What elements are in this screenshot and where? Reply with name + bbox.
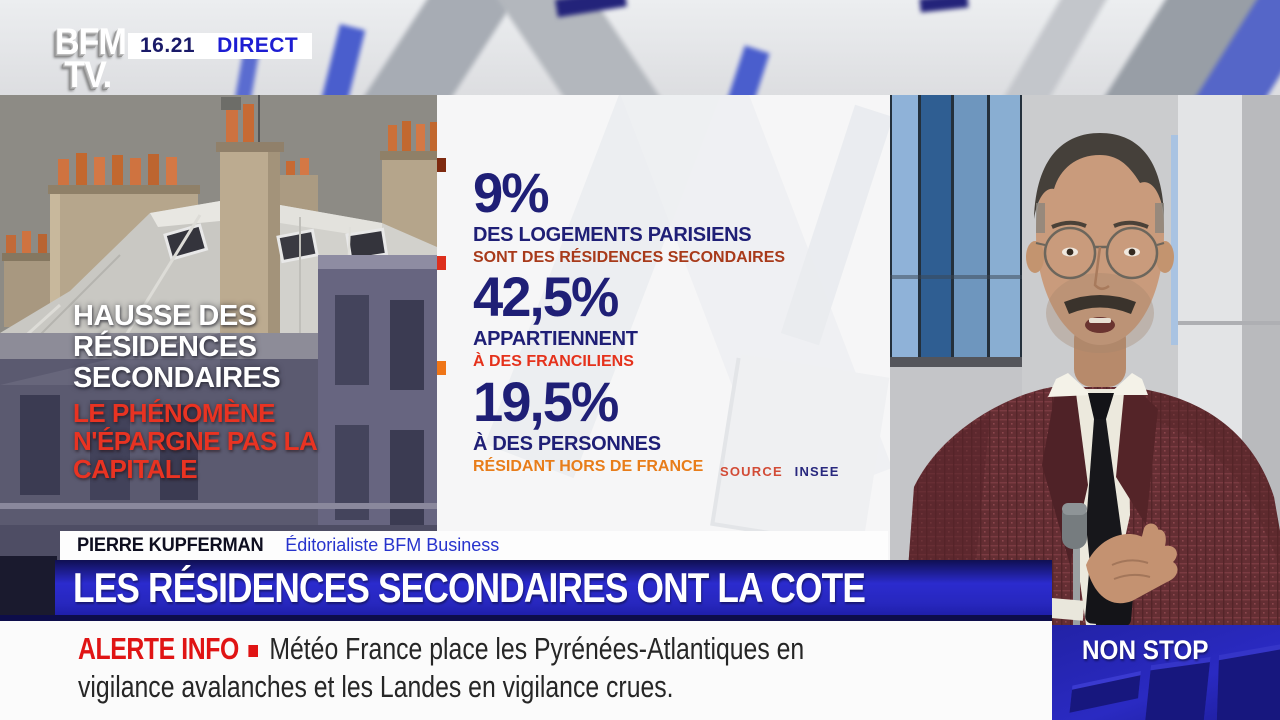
stat-line1: À DES PERSONNES bbox=[473, 433, 661, 455]
story-subtitle-line: CAPITALE bbox=[73, 454, 198, 484]
story-title-line: HAUSSE DES bbox=[73, 300, 257, 332]
story-subtitle: LE PHÉNOMÈNE N'ÉPARGNE PAS LA CAPITALE bbox=[73, 398, 318, 484]
source-label: SOURCE bbox=[720, 464, 783, 479]
stat-bullet-icon bbox=[437, 158, 446, 172]
stat-line2: RÉSIDANT HORS DE FRANCE bbox=[473, 458, 704, 475]
nonstop-label: NON STOP bbox=[1082, 635, 1209, 665]
logo-line2: TV. bbox=[64, 53, 112, 95]
speaker-caption: PIERRE KUPFERMAN Éditorialiste BFM Busin… bbox=[60, 531, 888, 560]
stat-line2: À DES FRANCILIENS bbox=[473, 353, 634, 370]
live-badge: DIRECT bbox=[217, 34, 299, 57]
speaker-role: Éditorialiste BFM Business bbox=[285, 535, 500, 555]
stat-value: 19,5% bbox=[473, 370, 619, 433]
ticker-line2: vigilance avalanches et les Landes en vi… bbox=[78, 669, 674, 704]
stat-block: 19,5% À DES PERSONNES RÉSIDANT HORS DE F… bbox=[473, 374, 703, 476]
guest-video bbox=[890, 95, 1280, 625]
stat-block: 9% DES LOGEMENTS PARISIENS SONT DES RÉSI… bbox=[473, 165, 785, 267]
clock-time: 16.21 bbox=[140, 34, 196, 57]
ticker-line1: Météo France place les Pyrénées-Atlantiq… bbox=[269, 631, 805, 666]
stat-bullet-icon bbox=[437, 256, 446, 270]
story-title-line: RÉSIDENCES bbox=[73, 331, 257, 363]
stat-line2: SONT DES RÉSIDENCES SECONDAIRES bbox=[473, 249, 786, 266]
bg-stripe bbox=[320, 24, 366, 98]
ticker-text: ALERTE INFO Météo France place les Pyréné… bbox=[78, 630, 1054, 706]
stat-line1: DES LOGEMENTS PARISIENS bbox=[473, 224, 752, 246]
alert-bullet-icon bbox=[248, 645, 259, 657]
bg-stripe bbox=[726, 45, 770, 98]
story-subtitle-line: N'ÉPARGNE PAS LA bbox=[73, 426, 318, 456]
rooftops-illustration bbox=[0, 95, 437, 562]
stat-line1: APPARTIENNENT bbox=[473, 328, 638, 350]
story-title-line: SECONDAIRES bbox=[73, 362, 281, 394]
bg-stripe bbox=[341, 0, 529, 98]
source-attribution: SOURCE INSEE bbox=[720, 464, 840, 479]
stat-block: 42,5% APPARTIENNENT À DES FRANCILIENS bbox=[473, 269, 638, 371]
banner-underline bbox=[0, 615, 1052, 621]
story-subtitle-line: LE PHÉNOMÈNE bbox=[73, 398, 276, 428]
headline-banner: LES RÉSIDENCES SECONDAIRES ONT LA COTE bbox=[55, 560, 1052, 616]
bg-stripe bbox=[479, 0, 681, 98]
alert-label: ALERTE INFO bbox=[78, 631, 239, 666]
nonstop-badge: NON STOP bbox=[1052, 625, 1280, 720]
paris-rooftops-photo: HAUSSE DES RÉSIDENCES SECONDAIRES LE PHÉ… bbox=[0, 95, 437, 562]
logo-line1: BFM bbox=[55, 21, 127, 62]
banner-left-gap bbox=[0, 556, 57, 618]
bg-stripe bbox=[919, 0, 969, 13]
nonstop-bg-letter bbox=[1216, 648, 1280, 720]
watermark-shape bbox=[714, 354, 890, 546]
headline-text: LES RÉSIDENCES SECONDAIRES ONT LA COTE bbox=[73, 564, 866, 611]
stat-bullet-icon bbox=[437, 361, 446, 375]
stat-value: 9% bbox=[473, 161, 550, 224]
bfmtv-logo: BFM TV. bbox=[55, 21, 127, 95]
guest-illustration bbox=[890, 95, 1280, 625]
nonstop-bg-letter bbox=[1144, 662, 1210, 720]
source-value: INSEE bbox=[794, 464, 840, 479]
speaker-name: PIERRE KUPFERMAN bbox=[77, 534, 264, 556]
time-direct-bar: 16.21 DIRECT bbox=[128, 33, 313, 59]
statistics-panel: 9% DES LOGEMENTS PARISIENS SONT DES RÉSI… bbox=[437, 95, 890, 562]
bg-stripe bbox=[1002, 0, 1118, 98]
nonstop-bg-letter bbox=[1069, 675, 1141, 713]
stat-value: 42,5% bbox=[473, 265, 619, 328]
story-title: HAUSSE DES RÉSIDENCES SECONDAIRES bbox=[73, 300, 281, 394]
alert-ticker: ALERTE INFO Météo France place les Pyréné… bbox=[0, 621, 1052, 720]
